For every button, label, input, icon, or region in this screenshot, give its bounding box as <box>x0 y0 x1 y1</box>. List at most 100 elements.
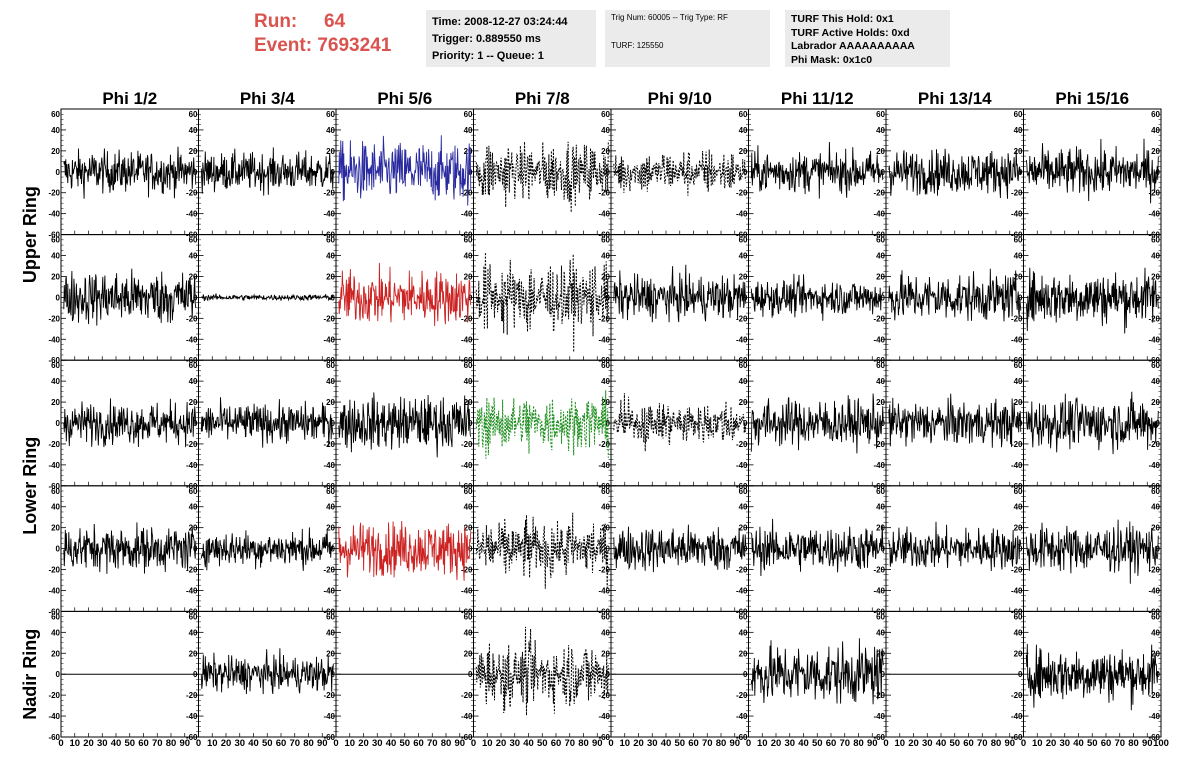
x-tick-label: 60 <box>688 738 699 749</box>
y-tick-label: 60 <box>601 487 610 496</box>
turf-text: TURF: 125550 <box>611 41 664 50</box>
x-tick-label: 90 <box>317 738 328 749</box>
x-tick-label: 0 <box>471 738 476 749</box>
y-tick-label: -20 <box>736 189 748 198</box>
y-tick-label: -60 <box>736 607 748 616</box>
y-tick-label: -60 <box>1011 607 1023 616</box>
y-tick-label: -40 <box>323 461 335 470</box>
waveform-trace <box>1025 138 1159 204</box>
x-tick-label: 0 <box>196 738 201 749</box>
x-tick-label: 40 <box>798 738 809 749</box>
run-event-info: Run: 64 Event: 7693241 <box>254 10 391 58</box>
y-tick-label: 40 <box>1151 628 1160 637</box>
x-tick-label: 90 <box>454 738 465 749</box>
y-tick-label: -20 <box>736 440 748 449</box>
y-tick-label: 40 <box>1014 126 1023 135</box>
x-tick-label: 10 <box>482 738 493 749</box>
y-tick-label: 0 <box>606 670 611 679</box>
y-tick-label: 0 <box>881 293 886 302</box>
x-tick-label: 20 <box>496 738 507 749</box>
waveform-trace <box>338 392 472 458</box>
x-tick-label: 50 <box>949 738 960 749</box>
y-tick-label: -40 <box>48 586 60 595</box>
y-tick-label: -60 <box>736 231 748 240</box>
x-tick-label: 40 <box>523 738 534 749</box>
waveform-trace <box>888 148 1022 199</box>
y-tick-label: 20 <box>51 398 60 407</box>
y-tick-label: -60 <box>1148 733 1160 742</box>
y-tick-label: 40 <box>326 377 335 386</box>
x-tick-label: 30 <box>1059 738 1070 749</box>
y-tick-label: -20 <box>323 189 335 198</box>
y-tick-label: -60 <box>598 482 610 491</box>
x-tick-label: 0 <box>883 738 888 749</box>
y-tick-label: -60 <box>598 607 610 616</box>
y-tick-label: -60 <box>598 733 610 742</box>
y-tick-label: 40 <box>739 377 748 386</box>
y-tick-label: -20 <box>598 189 610 198</box>
x-tick-label: 60 <box>963 738 974 749</box>
y-tick-label: 40 <box>876 503 885 512</box>
y-tick-label: -20 <box>1148 566 1160 575</box>
y-tick-label: 40 <box>1151 252 1160 261</box>
y-tick-label: 20 <box>601 524 610 533</box>
x-tick-label: 0 <box>1021 738 1026 749</box>
y-tick-label: -20 <box>48 566 60 575</box>
x-tick-label: 60 <box>276 738 287 749</box>
x-tick-label: 60 <box>1101 738 1112 749</box>
y-tick-label: -60 <box>323 733 335 742</box>
waveform-trace <box>1025 519 1159 584</box>
event-label: Event: <box>254 35 313 56</box>
y-tick-label: 40 <box>876 628 885 637</box>
trigger-info-box: Time: 2008-12-27 03:24:44 Trigger: 0.889… <box>426 10 596 67</box>
y-tick-label: -20 <box>1148 691 1160 700</box>
y-tick-label: 0 <box>1156 670 1161 679</box>
y-tick-label: -20 <box>1011 566 1023 575</box>
x-tick-label: 50 <box>399 738 410 749</box>
turf-this-hold-text: TURF This Hold: 0x1 <box>791 13 894 25</box>
y-tick-label: -60 <box>323 607 335 616</box>
y-tick-label: -20 <box>461 189 473 198</box>
waveform-trace <box>338 135 472 206</box>
y-tick-label: 40 <box>739 628 748 637</box>
y-tick-label: 60 <box>1151 487 1160 496</box>
y-tick-label: 60 <box>1014 110 1023 119</box>
waveform-trace <box>613 264 747 323</box>
y-tick-label: -60 <box>873 733 885 742</box>
y-tick-label: 40 <box>876 377 885 386</box>
y-tick-label: 40 <box>464 252 473 261</box>
y-tick-label: 60 <box>1151 236 1160 245</box>
x-tick-label: 60 <box>413 738 424 749</box>
waveform-trace <box>888 521 1022 572</box>
y-tick-label: 60 <box>464 361 473 370</box>
y-tick-label: 60 <box>189 236 198 245</box>
x-tick-label: 70 <box>702 738 713 749</box>
y-tick-label: -60 <box>461 356 473 365</box>
y-tick-label: 20 <box>1151 398 1160 407</box>
y-tick-label: 60 <box>876 361 885 370</box>
x-tick-label: 10 <box>619 738 630 749</box>
waveform-trace <box>63 522 197 574</box>
x-tick-label: 80 <box>1128 738 1139 749</box>
y-tick-label: -40 <box>1011 461 1023 470</box>
y-tick-label: 60 <box>1151 612 1160 621</box>
y-tick-label: 20 <box>1151 649 1160 658</box>
x-tick-label: 30 <box>647 738 658 749</box>
x-tick-label: 40 <box>1073 738 1084 749</box>
x-tick-label: 0 <box>333 738 338 749</box>
x-tick-label: 40 <box>248 738 259 749</box>
y-tick-label: -20 <box>1148 314 1160 323</box>
trigger-text: Trigger: 0.889550 ms <box>432 33 541 45</box>
run-label: Run: <box>254 11 298 32</box>
x-tick-label: 70 <box>152 738 163 749</box>
y-tick-label: 40 <box>601 628 610 637</box>
y-tick-label: 60 <box>876 612 885 621</box>
y-tick-label: 60 <box>739 236 748 245</box>
column-title: Phi 13/14 <box>918 89 992 108</box>
waveform-trace <box>888 393 1022 448</box>
x-tick-label: 80 <box>166 738 177 749</box>
waveform-trace <box>63 398 197 448</box>
